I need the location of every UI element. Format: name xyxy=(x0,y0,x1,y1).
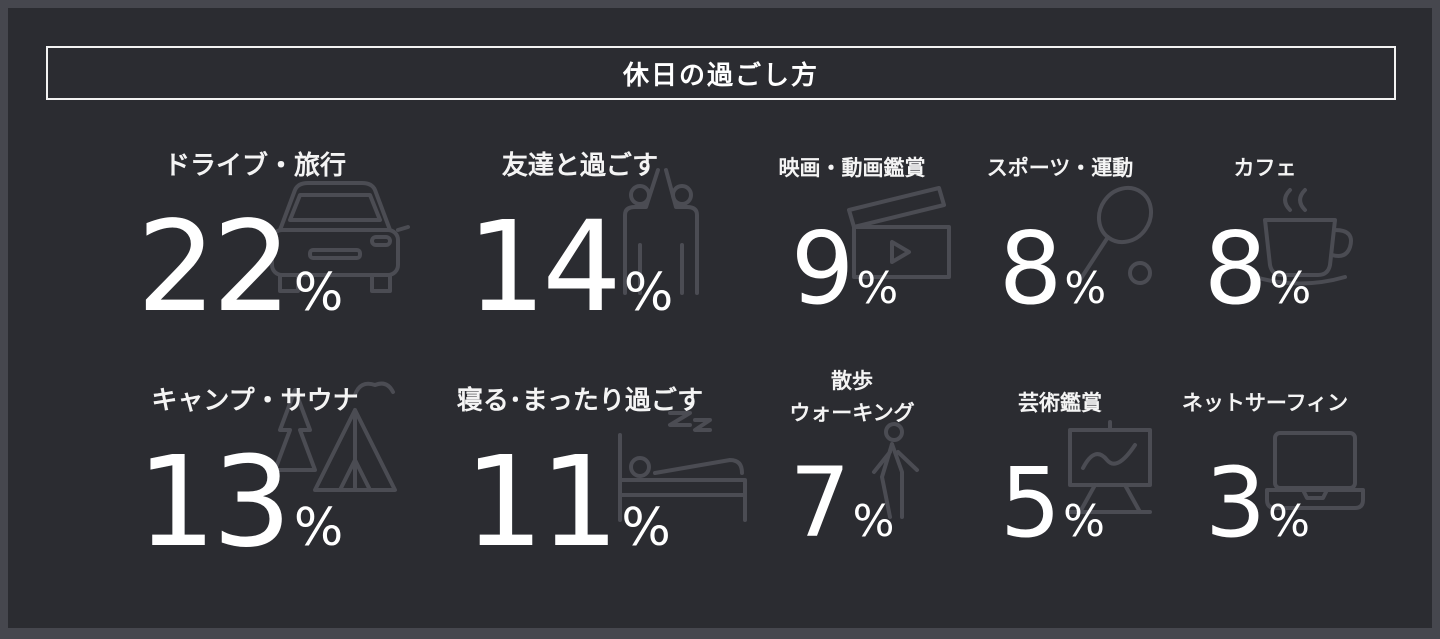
tennis-racket-icon xyxy=(1070,185,1160,299)
percent-sign: % xyxy=(1064,263,1107,314)
stat-value: 22% xyxy=(95,195,385,340)
stat-value: 5% xyxy=(915,447,1190,559)
walking-person-icon xyxy=(862,422,932,526)
stat-label: 芸術鑑賞 xyxy=(1018,391,1102,415)
stat-value: 3% xyxy=(1120,447,1395,559)
percent-sign: % xyxy=(1269,263,1312,314)
stat-label: 寝る･まったり過ごす xyxy=(456,386,704,416)
stat-value: 8% xyxy=(915,210,1190,327)
stat-value: 13% xyxy=(95,430,385,575)
stat-web-surfing: ネットサーフィン 3% xyxy=(1135,380,1395,600)
stat-number: 3 xyxy=(1205,447,1266,559)
stat-cafe: カフェ 8% xyxy=(1135,145,1395,365)
stat-value: 9% xyxy=(707,210,982,327)
stat-art: 芸術鑑賞 5% xyxy=(930,380,1190,600)
stat-label: 散歩 ウォーキング xyxy=(789,369,915,425)
stat-label: カフェ xyxy=(1233,156,1297,180)
percent-sign: % xyxy=(852,496,895,547)
percent-sign: % xyxy=(856,263,899,314)
stat-label: スポーツ・運動 xyxy=(986,156,1134,180)
stat-label: 映画・動画鑑賞 xyxy=(778,156,926,180)
stat-number: 22 xyxy=(136,195,292,340)
easel-icon xyxy=(1065,420,1155,519)
stat-number: 13 xyxy=(136,430,292,575)
page-title: 休日の過ごし方 xyxy=(622,60,819,91)
percent-sign: % xyxy=(293,263,344,323)
coffee-cup-icon xyxy=(1250,185,1360,299)
stat-label: ドライブ・旅行 xyxy=(163,151,346,181)
clapperboard-icon xyxy=(844,180,954,284)
stat-sleep-relax: 寝る･まったり過ごす 11% xyxy=(450,380,747,600)
bed-sleep-icon xyxy=(610,405,750,529)
stat-friends: 友達と過ごす 14% xyxy=(450,145,710,365)
percent-sign: % xyxy=(623,263,674,323)
friends-high-five-icon xyxy=(610,155,710,299)
percent-sign: % xyxy=(621,498,671,558)
stat-value: 14% xyxy=(430,195,710,340)
infographic-panel: 休日の過ごし方 xyxy=(8,8,1432,628)
stat-drive-travel: ドライブ・旅行 22% xyxy=(125,145,410,365)
car-icon xyxy=(260,175,410,299)
stat-number: 7 xyxy=(789,447,851,559)
stat-label: 友達と過ごす xyxy=(501,151,659,181)
stat-number: 5 xyxy=(1000,447,1061,559)
stat-sports: スポーツ・運動 8% xyxy=(930,145,1190,365)
stat-value: 7% xyxy=(702,447,982,559)
percent-sign: % xyxy=(293,498,344,558)
title-box: 休日の過ごし方 xyxy=(46,46,1396,100)
stat-value: 8% xyxy=(1120,210,1395,327)
stat-number: 11 xyxy=(464,430,619,575)
stat-number: 14 xyxy=(466,195,622,340)
stat-label: キャンプ・サウナ xyxy=(151,386,359,416)
stat-value: 11% xyxy=(425,430,710,575)
stat-number: 9 xyxy=(790,210,855,327)
stat-movies: 映画・動画鑑賞 9% xyxy=(722,145,982,365)
stat-camp-sauna: キャンプ・サウナ 13% xyxy=(125,380,397,600)
stat-number: 8 xyxy=(1203,210,1268,327)
stat-walking: 散歩 ウォーキング 7% xyxy=(722,360,982,580)
percent-sign: % xyxy=(1268,496,1310,547)
stat-number: 8 xyxy=(998,210,1063,327)
percent-sign: % xyxy=(1063,496,1105,547)
laptop-icon xyxy=(1265,428,1365,517)
stat-label: ネットサーフィン xyxy=(1181,391,1349,415)
tent-icon xyxy=(273,370,405,504)
